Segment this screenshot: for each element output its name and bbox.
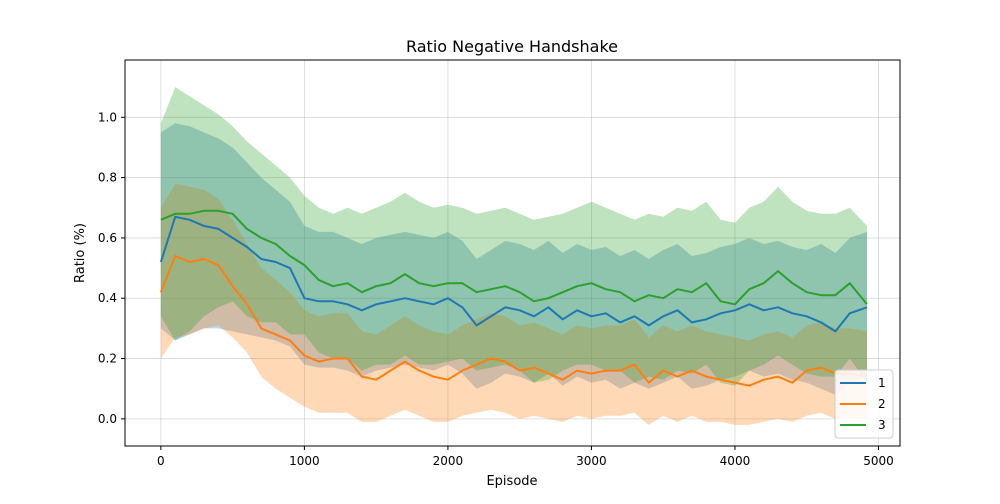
plot-frame	[124, 59, 901, 447]
grid	[125, 60, 900, 446]
y-tick-label: 0.4	[98, 291, 117, 305]
series-3-line	[160, 209, 868, 306]
x-tick-label: 3000	[576, 454, 607, 468]
x-tick-label: 0	[157, 454, 165, 468]
y-axis-label: Ratio (%)	[73, 223, 88, 283]
y-tick-label: 0.8	[98, 171, 117, 185]
x-tick-label: 1000	[289, 454, 320, 468]
legend: 1 2 3	[834, 369, 894, 439]
series-2-band	[160, 183, 867, 425]
chart-title: Ratio Negative Handshake	[406, 37, 618, 56]
y-axis-ticks: 0.0 0.2 0.4 0.6 0.8 1.0	[98, 110, 125, 426]
x-tick-label: 4000	[720, 454, 751, 468]
y-tick-label: 0.0	[98, 412, 117, 426]
x-tick-label: 2000	[433, 454, 464, 468]
y-tick-label: 1.0	[98, 110, 117, 124]
y-tick-label: 0.2	[98, 352, 117, 366]
series-lines	[159, 209, 868, 387]
y-tick-label: 0.6	[98, 231, 117, 245]
confidence-bands	[160, 87, 867, 425]
x-tick-label: 5000	[863, 454, 894, 468]
legend-label-3: 3	[878, 418, 886, 432]
series-1-band	[160, 123, 867, 395]
legend-label-1: 1	[878, 376, 886, 390]
series-1-line	[159, 215, 868, 333]
legend-label-2: 2	[878, 397, 886, 411]
series-2-line	[159, 255, 868, 387]
x-axis-ticks: 0 1000 2000 3000 4000 5000	[157, 446, 894, 468]
x-axis-label: Episode	[486, 474, 537, 489]
series-3-band	[160, 87, 867, 386]
